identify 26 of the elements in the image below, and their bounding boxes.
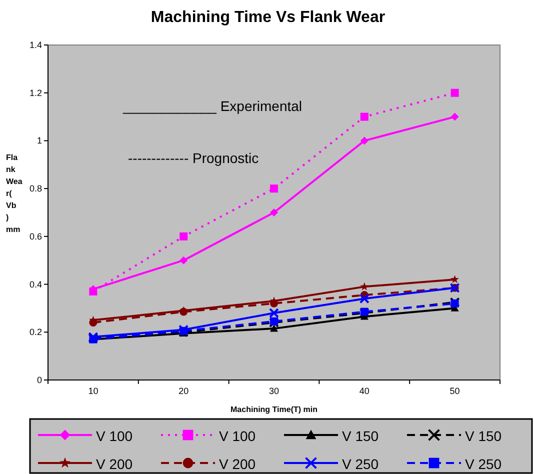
legend-label: V 250 — [465, 456, 502, 472]
y-axis-title: Flank Wear(Vb) mm — [6, 153, 23, 234]
y-tick-label: 1 — [36, 136, 42, 146]
y-tick-label: 1.2 — [29, 88, 42, 98]
y-tick-label: 0.8 — [29, 184, 42, 194]
x-tick-label: 30 — [268, 386, 280, 396]
legend-label: V 200 — [96, 456, 133, 472]
y-tick-label: 0.6 — [29, 231, 42, 242]
legend-label: V 200 — [219, 456, 256, 472]
x-tick-label: 50 — [450, 386, 460, 396]
legend-label: V 150 — [465, 428, 502, 444]
y-tick-label: 0 — [36, 375, 42, 385]
y-tick-label: 0.2 — [29, 327, 42, 338]
legend-label: V 100 — [219, 428, 256, 444]
y-tick-label: 0.4 — [29, 279, 42, 290]
x-tick-label: 10 — [88, 386, 98, 396]
x-axis-title: Machining Time(T) min — [230, 405, 318, 414]
legend-label: V 150 — [342, 428, 379, 444]
y-tick-label: 1.4 — [29, 40, 42, 50]
chart-title: Machining Time Vs Flank Wear — [150, 9, 386, 26]
annotation: ____________ Experimental — [122, 98, 302, 114]
x-tick-label: 40 — [359, 386, 370, 396]
x-tick-label: 20 — [178, 386, 189, 396]
legend-label: V 250 — [342, 456, 379, 472]
legend-label: V 100 — [96, 428, 133, 444]
annotation: ------------- Prognostic — [128, 150, 259, 166]
